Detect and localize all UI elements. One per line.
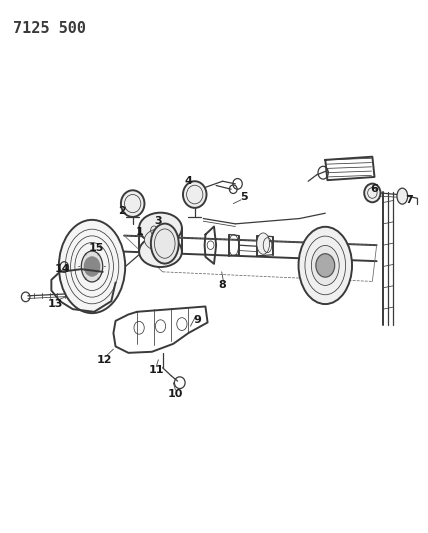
Ellipse shape <box>311 245 339 286</box>
Ellipse shape <box>144 229 176 251</box>
Ellipse shape <box>364 183 380 203</box>
Text: 12: 12 <box>97 355 113 365</box>
Ellipse shape <box>59 220 125 313</box>
Text: 5: 5 <box>240 192 248 202</box>
Ellipse shape <box>139 236 182 267</box>
Ellipse shape <box>151 223 179 263</box>
Text: 7: 7 <box>405 195 413 205</box>
Text: 3: 3 <box>155 216 162 226</box>
Text: 6: 6 <box>371 184 378 194</box>
Ellipse shape <box>257 233 270 254</box>
Ellipse shape <box>121 190 145 217</box>
Text: 13: 13 <box>48 299 63 309</box>
Text: 14: 14 <box>54 264 70 274</box>
Text: 11: 11 <box>149 366 164 375</box>
Text: 2: 2 <box>118 206 126 215</box>
Text: 8: 8 <box>219 280 226 290</box>
Text: 10: 10 <box>168 390 183 399</box>
Text: 7125 500: 7125 500 <box>13 21 86 36</box>
Text: 1: 1 <box>135 227 143 237</box>
Ellipse shape <box>139 213 182 244</box>
Circle shape <box>84 257 100 276</box>
Text: 4: 4 <box>184 176 192 186</box>
Ellipse shape <box>397 188 408 204</box>
Ellipse shape <box>81 251 103 282</box>
Ellipse shape <box>183 181 206 208</box>
Circle shape <box>316 254 335 277</box>
Ellipse shape <box>299 227 352 304</box>
Text: 15: 15 <box>89 243 104 253</box>
Text: 9: 9 <box>193 315 201 325</box>
